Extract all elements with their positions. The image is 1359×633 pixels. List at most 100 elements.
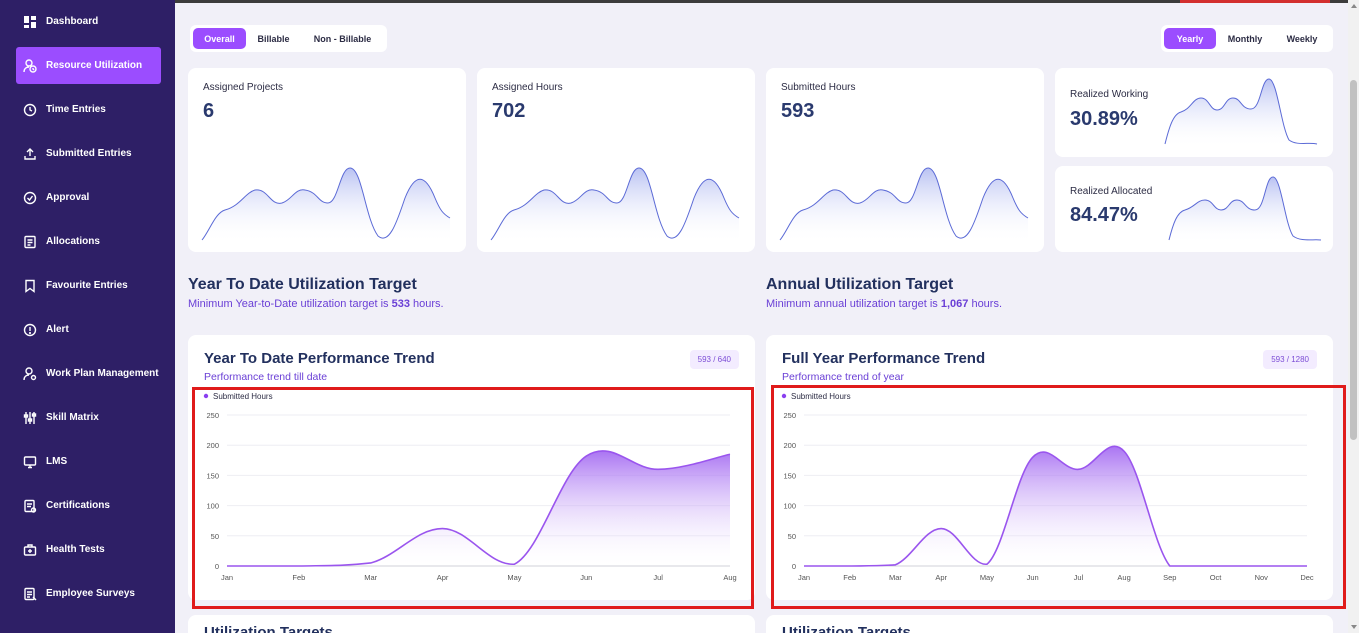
document-icon [23,235,37,249]
x-tick-label: Aug [723,573,736,582]
sidebar-item-label: Allocations [46,236,100,247]
period-weekly-button[interactable]: Weekly [1286,33,1318,44]
year-trend-badge: 593 / 1280 [1263,350,1317,369]
x-tick-label: Jul [1074,573,1084,582]
ytd-target-hours: 533 [391,298,410,310]
realized-working-label: Realized Working [1070,89,1149,100]
sidebar-item-lms[interactable]: LMS [16,443,161,480]
filter-non-billable-button[interactable]: Non - Billable [313,33,372,44]
sidebar-item-favourite-entries[interactable]: Favourite Entries [16,267,161,304]
legend-marker [781,393,787,399]
x-tick-label: Jun [1027,573,1039,582]
sidebar-item-alert[interactable]: Alert [16,311,161,348]
page-scrollbar[interactable] [1348,0,1359,633]
sidebar-item-skill-matrix[interactable]: Skill Matrix [16,399,161,436]
submitted-hours-card: Submitted Hours 593 [766,68,1044,252]
sidebar-item-work-plan-management[interactable]: Work Plan Management [16,355,161,392]
bottom-right-card: Utilization Targets [766,615,1333,633]
survey-icon [23,587,37,601]
sidebar-item-submitted-entries[interactable]: Submitted Entries [16,135,161,172]
period-filter: Yearly Monthly Weekly [1161,25,1333,52]
series-area [227,450,730,566]
x-tick-label: May [980,573,994,582]
user-clock-icon [23,58,37,73]
realized-working-value: 30.89% [1070,108,1138,130]
x-tick-label: Mar [364,573,377,582]
sidebar-item-label: Work Plan Management [46,368,159,379]
filter-billable-button[interactable]: Billable [257,33,290,44]
sidebar-item-dashboard[interactable]: Dashboard [16,3,161,40]
sidebar-item-label: Employee Surveys [46,588,135,599]
alert-icon [23,323,37,337]
sidebar-item-label: Health Tests [46,544,105,555]
ytd-trend-subtitle: Performance trend till date [204,371,328,383]
series-line [227,450,731,567]
y-tick-label: 200 [206,441,219,450]
upload-icon [23,147,37,161]
annual-target-suffix: hours. [968,298,1003,310]
scroll-thumb[interactable] [1350,80,1357,440]
sidebar: Dashboard Resource Utilization Time Entrie… [0,0,175,633]
sidebar-item-label: Skill Matrix [46,412,99,423]
realized-allocated-label: Realized Allocated [1070,186,1153,197]
sidebar-item-label: Dashboard [46,16,99,27]
annual-target-subtitle: Minimum annual utilization target is 1,0… [766,298,1002,310]
legend-label: Submitted Hours [791,392,851,401]
period-monthly-button[interactable]: Monthly [1227,33,1263,44]
check-circle-icon [23,191,37,205]
year-trend-chart: Submitted Hours 0 50 100 150 200 250 Jan Feb Mar A… [781,392,1314,582]
submitted-hours-sparkline [779,167,1029,243]
sidebar-item-employee-surveys[interactable]: Employee Surveys [16,575,161,612]
x-tick-label: Feb [843,573,856,582]
x-tick-label: Feb [292,573,305,582]
sidebar-item-allocations[interactable]: Allocations [16,223,161,260]
grid-icon [23,15,37,29]
bottom-left-title: Utilization Targets [204,624,333,633]
sidebar-item-label: LMS [46,456,68,467]
submitted-hours-label: Submitted Hours [781,82,856,93]
annual-target-hours: 1,067 [940,298,969,310]
sidebar-item-certifications[interactable]: Certifications [16,487,161,524]
sidebar-item-approval[interactable]: Approval [16,179,161,216]
y-tick-label: 0 [215,562,219,571]
filter-overall-button[interactable]: Overall [193,28,246,49]
y-tick-label: 50 [211,532,219,541]
scroll-up-arrow[interactable] [1351,4,1357,8]
briefcase-medical-icon [23,543,37,557]
bottom-left-card: Utilization Targets [188,615,755,633]
assigned-projects-card: Assigned Projects 6 [188,68,466,252]
assigned-hours-card: Assigned Hours 702 [477,68,755,252]
realized-working-card: Realized Working 30.89% [1055,68,1333,157]
period-yearly-button[interactable]: Yearly [1164,28,1216,49]
realized-allocated-sparkline [1168,176,1322,244]
year-trend-title: Full Year Performance Trend [782,350,986,367]
y-tick-label: 150 [206,471,219,480]
x-tick-label: Nov [1255,573,1269,582]
x-tick-label: Apr [935,573,947,582]
scroll-down-arrow[interactable] [1351,625,1357,629]
sidebar-item-label: Approval [46,192,90,203]
sidebar-item-time-entries[interactable]: Time Entries [16,91,161,128]
series-area [804,446,1307,566]
x-tick-label: May [507,573,521,582]
sidebar-item-label: Submitted Entries [46,148,132,159]
ytd-chart-highlight [192,387,754,609]
x-tick-label: Mar [889,573,902,582]
sidebar-item-resource-utilization[interactable]: Resource Utilization [16,47,161,84]
y-tick-label: 100 [783,502,796,511]
sidebar-item-health-tests[interactable]: Health Tests [16,531,161,568]
user-gear-icon [23,366,37,381]
sidebar-item-label: Favourite Entries [46,280,128,291]
year-trend-subtitle: Performance trend of year [782,371,904,383]
legend-label: Submitted Hours [213,392,273,401]
y-tick-label: 200 [783,441,796,450]
x-tick-label: Jan [221,573,233,582]
ytd-target-subtitle: Minimum Year-to-Date utilization target … [188,298,444,310]
top-border [175,0,1359,3]
assigned-projects-value: 6 [203,100,215,122]
ytd-trend-title: Year To Date Performance Trend [204,350,435,367]
ytd-target-suffix: hours. [409,298,444,310]
top-accent-bar [1180,0,1330,3]
ytd-trend-chart: Submitted Hours 0 50 100 150 200 250 Jan Feb Mar A… [203,392,737,582]
sidebar-item-label: Alert [46,324,69,335]
